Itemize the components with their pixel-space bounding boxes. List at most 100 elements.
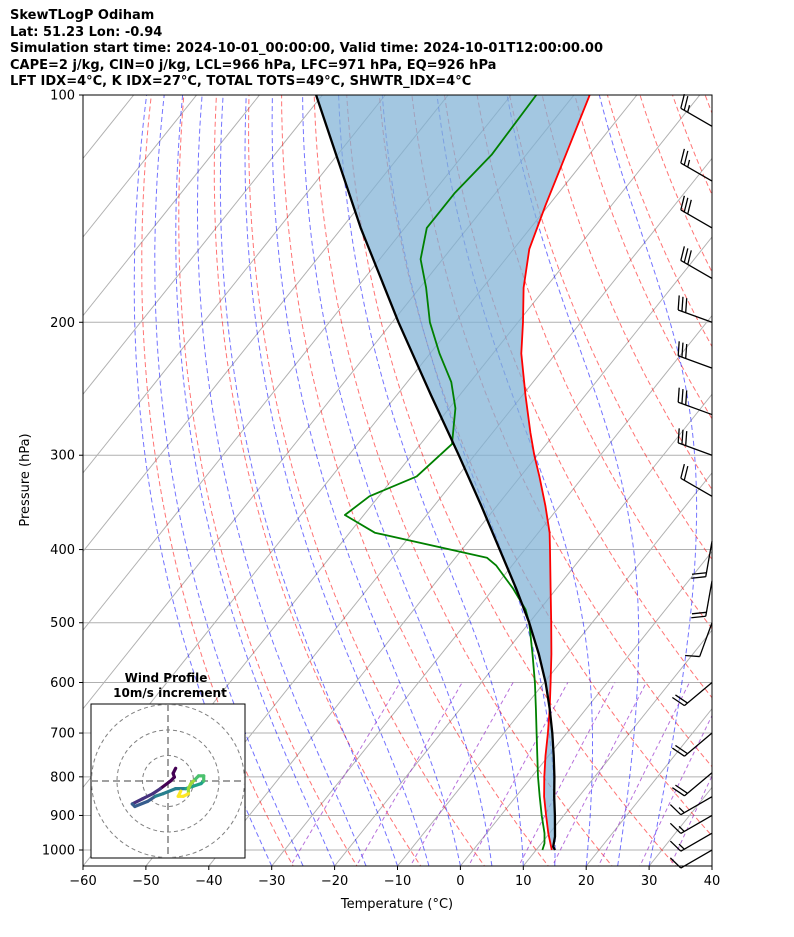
barb-flag [669, 840, 682, 852]
inset-title: Wind Profile [125, 671, 208, 685]
isotherm [522, 629, 712, 866]
wind-barb [677, 428, 713, 456]
barb-staff [677, 309, 713, 323]
isotherm [711, 865, 712, 866]
hodograph-segment [140, 792, 155, 801]
inset-subtitle: 10m/s increment [113, 686, 227, 700]
barb-staff [705, 580, 713, 617]
x-axis: −60 −50 −40 −30 −20 −10 0 10 20 30 40 [69, 866, 720, 889]
barb-flag [691, 611, 707, 615]
x-tick-label: 0 [456, 874, 464, 889]
dry-adiabat [476, 95, 712, 630]
wind-barb [669, 832, 713, 852]
barb-staff [684, 732, 713, 757]
barb-staff [680, 209, 713, 229]
y-axis: 1000 900 800 700 600 500 400 300 200 100 [42, 89, 83, 859]
y-tick-label: 900 [50, 809, 75, 824]
barb-staff [705, 541, 713, 577]
barb-flag [685, 654, 700, 658]
moist-adiabat [175, 95, 336, 866]
barb-flag [681, 342, 684, 358]
barb-half-flag [687, 159, 691, 168]
moist-adiabat [302, 95, 493, 866]
wind-barb [671, 732, 713, 757]
dry-adiabat [248, 95, 486, 866]
barb-flag [671, 696, 685, 707]
moist-adiabat [244, 95, 430, 866]
moist-adiabat [338, 95, 524, 866]
hodograph-segment [158, 779, 173, 791]
wind-barb [677, 387, 713, 416]
cape-area [316, 95, 590, 850]
x-tick-label: −40 [195, 874, 222, 889]
x-tick-label: 10 [515, 874, 532, 889]
dry-adiabat [178, 95, 358, 866]
barb-staff [680, 477, 713, 497]
barb-flag [680, 246, 685, 261]
barb-half-flag [678, 843, 685, 850]
x-tick-label: −20 [321, 874, 348, 889]
barb-flag [683, 197, 689, 213]
wind-barb [669, 796, 713, 816]
wind-barb [680, 148, 713, 182]
isotherm [83, 95, 323, 396]
y-tick-label: 800 [50, 770, 75, 785]
barb-flag [691, 572, 707, 575]
moist-adiabat [154, 95, 304, 866]
wind-barb [671, 682, 713, 707]
wind-barb [691, 541, 713, 579]
isotherm [585, 707, 712, 866]
x-tick-label: −60 [69, 874, 96, 889]
barb-flag [683, 150, 689, 166]
chart-title: SkewTLogP Odiham [10, 8, 155, 23]
barb-flag [680, 93, 685, 109]
isotherm [145, 157, 712, 866]
wind-barb [677, 341, 713, 369]
barb-flag [677, 428, 680, 443]
barb-flag [681, 389, 684, 404]
barb-flag [685, 431, 688, 446]
dry-adiabat [731, 78, 794, 869]
index-line: LFT IDX=4°C, K IDX=27°C, TOTAL TOTS=49°C… [10, 74, 472, 89]
y-tick-label: 300 [50, 449, 75, 464]
dry-adiabat [443, 95, 712, 699]
mixing-ratio-line [355, 682, 463, 866]
barb-flag [683, 248, 689, 263]
wind-barb [691, 580, 713, 619]
barb-flag [691, 615, 706, 619]
mixing-ratio-line [639, 714, 712, 866]
hodograph-segment [133, 799, 150, 809]
barb-flag [677, 295, 680, 311]
x-tick-label: −30 [258, 874, 285, 889]
barb-flag [675, 784, 688, 794]
barb-half-flag [678, 825, 685, 832]
barb-staff [677, 401, 713, 416]
mixing-ratio-line [290, 682, 401, 866]
mixing-ratio-line [597, 682, 690, 866]
moist-adiabat [598, 95, 698, 866]
x-tick-label: 20 [578, 874, 595, 889]
series-layer [315, 95, 591, 851]
y-tick-label: 400 [50, 543, 75, 558]
x-axis-label: Temperature (°C) [340, 897, 453, 912]
isotherm [334, 393, 712, 866]
temperature-line [520, 95, 591, 851]
barb-flag [685, 390, 688, 406]
barb-flag [677, 387, 680, 403]
moist-adiabat [506, 95, 640, 866]
isotherm [271, 314, 712, 866]
wind-barb [671, 772, 713, 797]
barb-flag [685, 343, 688, 359]
barb-flag [683, 95, 689, 111]
inset-content [91, 704, 245, 858]
barb-staff [699, 622, 713, 657]
wind-barb [669, 849, 713, 869]
isotherm [460, 550, 712, 866]
x-tick-label: −10 [384, 874, 411, 889]
barb-flag [669, 804, 682, 816]
barb-flag [671, 747, 685, 757]
chart-header: SkewTLogP Odiham Lat: 51.23 Lon: -0.94 S… [10, 8, 603, 91]
barb-flag [675, 744, 688, 755]
mixing-ratio-line [409, 682, 514, 866]
